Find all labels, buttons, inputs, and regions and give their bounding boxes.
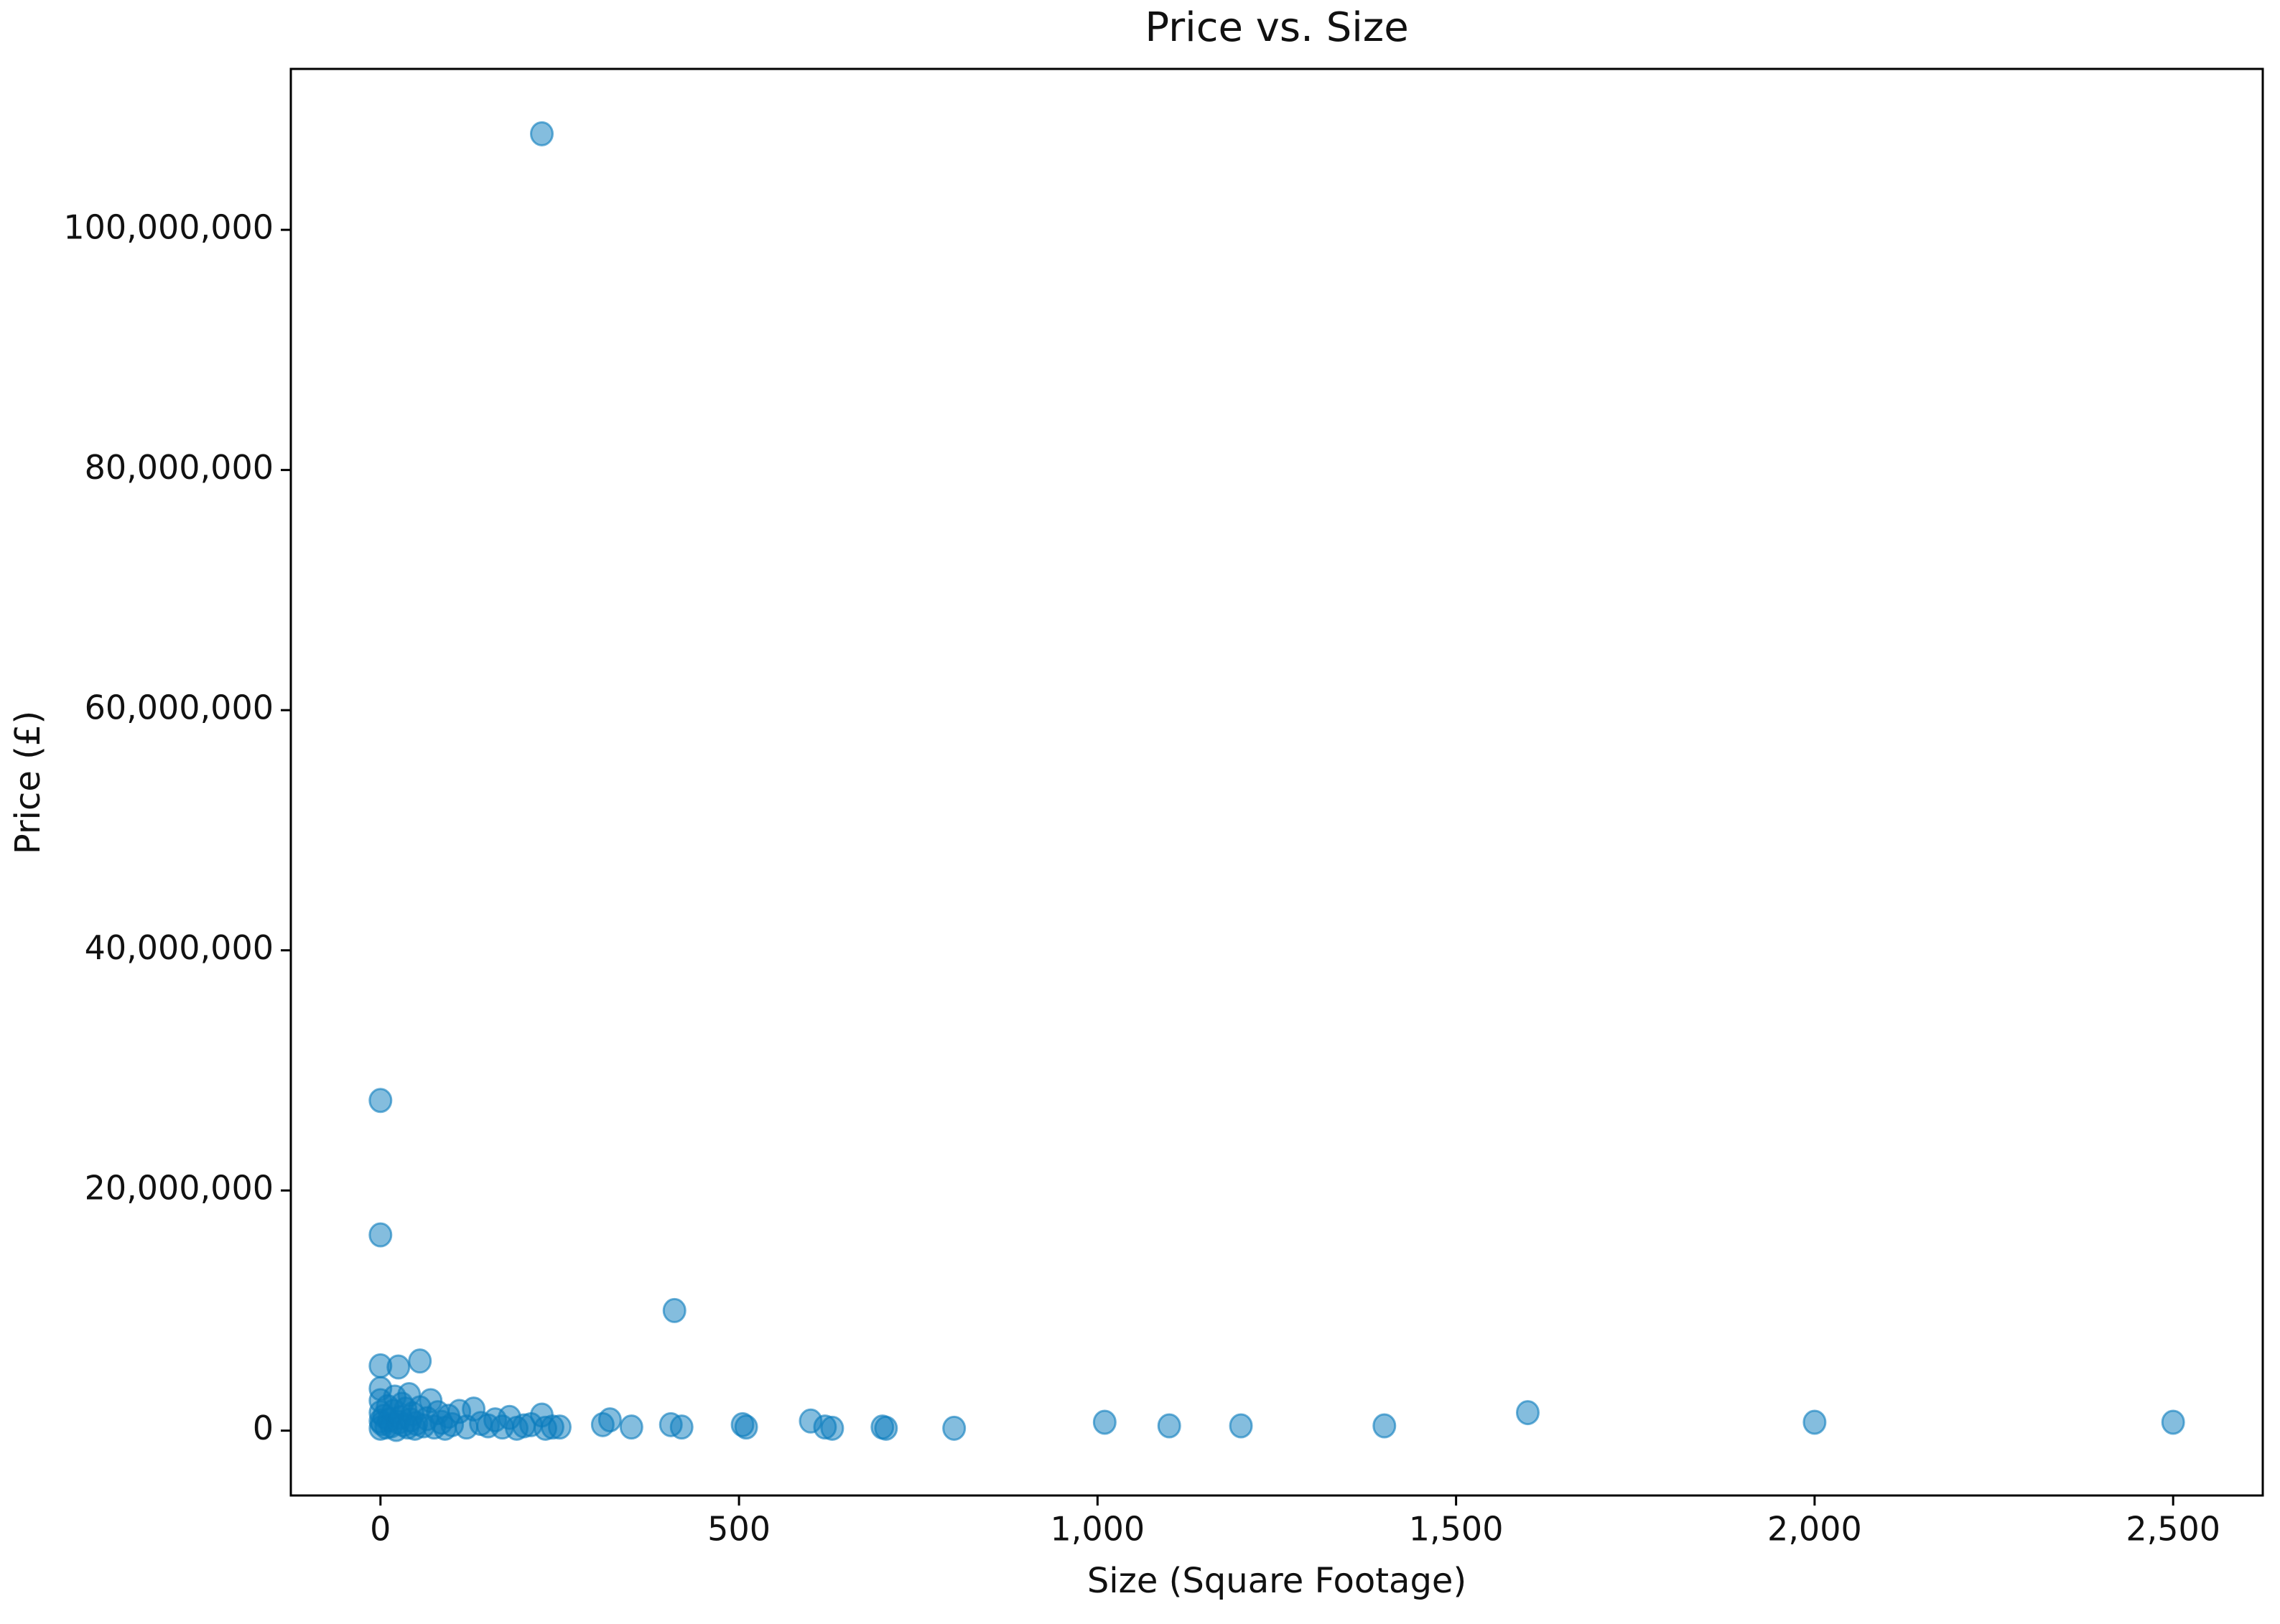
y-tick-label: 80,000,000 <box>85 448 274 487</box>
plot-frame <box>289 67 2264 1497</box>
y-axis-label: Price (£) <box>8 711 48 854</box>
point <box>874 1415 898 1441</box>
y-tick-label: 60,000,000 <box>85 689 274 727</box>
chart-title: Price vs. Size <box>1145 4 1408 51</box>
y-tick-label: 100,000,000 <box>63 208 274 247</box>
x-tick-label: 1,000 <box>1051 1510 1145 1549</box>
point <box>1092 1409 1117 1435</box>
point <box>547 1414 572 1440</box>
point <box>813 1414 837 1440</box>
y-tick-label: 20,000,000 <box>85 1169 274 1208</box>
point <box>942 1415 967 1441</box>
y-tick-label: 0 <box>253 1409 274 1447</box>
x-tick-label: 2,500 <box>2126 1510 2220 1549</box>
point <box>1229 1413 1253 1439</box>
x-tick-label: 1,500 <box>1409 1510 1504 1549</box>
point <box>1802 1409 1827 1435</box>
point <box>408 1348 432 1374</box>
point <box>619 1414 643 1440</box>
point <box>659 1411 683 1437</box>
point <box>730 1411 755 1437</box>
point <box>2161 1409 2185 1435</box>
point <box>529 121 554 146</box>
x-tick-label: 2,000 <box>1767 1510 1862 1549</box>
point <box>1515 1400 1540 1426</box>
point <box>368 1222 393 1248</box>
x-tick-label: 0 <box>370 1510 391 1549</box>
x-axis-label: Size (Square Footage) <box>1087 1561 1466 1601</box>
point <box>1157 1413 1181 1439</box>
point <box>597 1407 622 1433</box>
point <box>386 1354 411 1380</box>
point <box>662 1297 687 1323</box>
point <box>1372 1413 1397 1439</box>
y-tick-label: 40,000,000 <box>85 928 274 967</box>
points <box>368 121 2185 1442</box>
x-tick-label: 500 <box>707 1510 771 1549</box>
point <box>368 1088 393 1114</box>
